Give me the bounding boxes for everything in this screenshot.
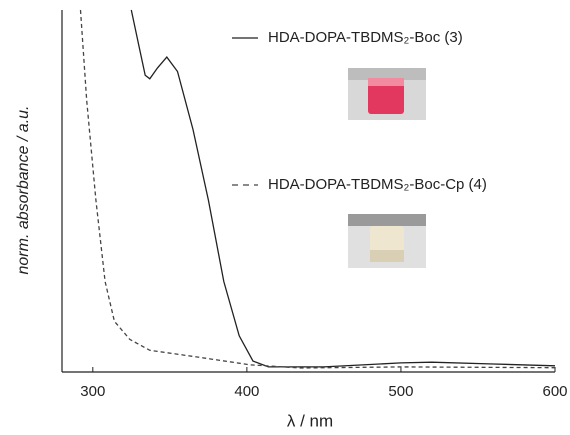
vial-photo-4 [348,214,426,268]
x-tick-label: 600 [542,383,567,400]
legend-label: HDA-DOPA-TBDMS₂-Boc-Cp (4) [268,176,487,193]
x-tick-label: 300 [80,383,105,400]
x-tick-label: 400 [234,383,259,400]
y-axis-label: norm. absorbance / a.u. [15,106,32,275]
data-line [130,9,556,368]
legend-label: HDA-DOPA-TBDMS₂-Boc (3) [268,29,463,46]
x-tick-label: 500 [388,383,413,400]
data-line [79,9,556,369]
x-axis-label: λ / nm [287,411,333,430]
vial-photo-3 [348,68,426,120]
